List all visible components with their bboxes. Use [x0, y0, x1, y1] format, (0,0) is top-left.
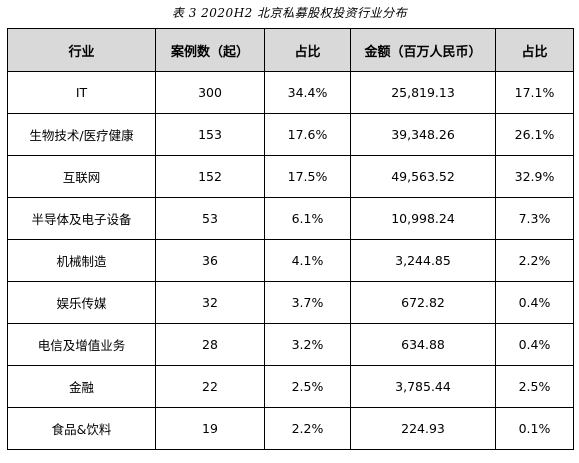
- cell-case-count: 300: [155, 71, 265, 114]
- cell-amount: 224.93: [350, 407, 496, 450]
- cell-case-share: 3.7%: [264, 281, 351, 324]
- table-caption: 表 3 2020H2 北京私募股权投资行业分布: [171, 6, 408, 20]
- cell-case-count: 152: [155, 155, 265, 198]
- cell-industry: 娱乐传媒: [7, 281, 156, 324]
- table-row: 食品&饮料 19 2.2% 224.93 0.1%: [7, 407, 574, 450]
- cell-amount: 672.82: [350, 281, 496, 324]
- cell-industry: 生物技术/医疗健康: [7, 113, 156, 156]
- cell-amount: 39,348.26: [350, 113, 496, 156]
- cell-industry: 机械制造: [7, 239, 156, 282]
- cell-amount-share: 2.5%: [495, 365, 574, 408]
- cell-amount: 10,998.24: [350, 197, 496, 240]
- cell-amount-share: 26.1%: [495, 113, 574, 156]
- cell-amount: 3,785.44: [350, 365, 496, 408]
- cell-amount: 3,244.85: [350, 239, 496, 282]
- cell-amount-share: 0.4%: [495, 281, 574, 324]
- cell-industry: 食品&饮料: [7, 407, 156, 450]
- cell-amount: 634.88: [350, 323, 496, 366]
- cell-case-share: 2.2%: [264, 407, 351, 450]
- cell-case-count: 53: [155, 197, 265, 240]
- industry-distribution-table: 行业 案例数（起） 占比 金额（百万人民币） 占比 IT 300 34.4% 2…: [7, 28, 574, 450]
- table-row: 生物技术/医疗健康 153 17.6% 39,348.26 26.1%: [7, 113, 574, 156]
- cell-case-share: 17.5%: [264, 155, 351, 198]
- cell-industry: 半导体及电子设备: [7, 197, 156, 240]
- cell-case-share: 34.4%: [264, 71, 351, 114]
- cell-industry: IT: [7, 71, 156, 114]
- header-amount-share: 占比: [495, 28, 574, 72]
- cell-amount-share: 0.1%: [495, 407, 574, 450]
- cell-case-share: 17.6%: [264, 113, 351, 156]
- cell-amount-share: 17.1%: [495, 71, 574, 114]
- cell-amount-share: 0.4%: [495, 323, 574, 366]
- table-row: IT 300 34.4% 25,819.13 17.1%: [7, 71, 574, 114]
- header-case-share: 占比: [264, 28, 351, 72]
- cell-case-count: 36: [155, 239, 265, 282]
- cell-industry: 金融: [7, 365, 156, 408]
- table-row: 半导体及电子设备 53 6.1% 10,998.24 7.3%: [7, 197, 574, 240]
- table-row: 电信及增值业务 28 3.2% 634.88 0.4%: [7, 323, 574, 366]
- table-header-row: 行业 案例数（起） 占比 金额（百万人民币） 占比: [7, 28, 574, 72]
- cell-case-share: 3.2%: [264, 323, 351, 366]
- cell-case-count: 28: [155, 323, 265, 366]
- cell-case-count: 32: [155, 281, 265, 324]
- table-row: 互联网 152 17.5% 49,563.52 32.9%: [7, 155, 574, 198]
- table-row: 机械制造 36 4.1% 3,244.85 2.2%: [7, 239, 574, 282]
- table-row: 金融 22 2.5% 3,785.44 2.5%: [7, 365, 574, 408]
- header-case-count: 案例数（起）: [155, 28, 265, 72]
- cell-case-count: 19: [155, 407, 265, 450]
- cell-case-share: 4.1%: [264, 239, 351, 282]
- cell-case-share: 2.5%: [264, 365, 351, 408]
- cell-amount-share: 2.2%: [495, 239, 574, 282]
- cell-amount-share: 32.9%: [495, 155, 574, 198]
- cell-industry: 电信及增值业务: [7, 323, 156, 366]
- header-industry: 行业: [7, 28, 156, 72]
- cell-case-count: 22: [155, 365, 265, 408]
- cell-case-count: 153: [155, 113, 265, 156]
- cell-industry: 互联网: [7, 155, 156, 198]
- cell-case-share: 6.1%: [264, 197, 351, 240]
- cell-amount: 25,819.13: [350, 71, 496, 114]
- cell-amount-share: 7.3%: [495, 197, 574, 240]
- table-row: 娱乐传媒 32 3.7% 672.82 0.4%: [7, 281, 574, 324]
- cell-amount: 49,563.52: [350, 155, 496, 198]
- header-amount: 金额（百万人民币）: [350, 28, 496, 72]
